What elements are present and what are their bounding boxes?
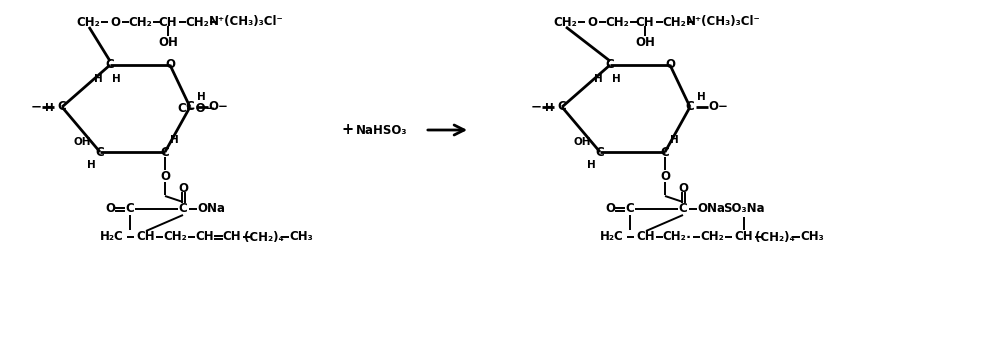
Text: CH: CH bbox=[735, 231, 753, 244]
Text: NaHSO₃: NaHSO₃ bbox=[356, 123, 408, 136]
Text: O−: O− bbox=[708, 101, 728, 114]
Text: C: C bbox=[596, 146, 604, 159]
Text: H: H bbox=[545, 103, 553, 113]
Text: CH₂: CH₂ bbox=[76, 16, 100, 29]
Text: N⁺(CH₃)₃Cl⁻: N⁺(CH₃)₃Cl⁻ bbox=[209, 16, 283, 29]
Text: C−O−: C−O− bbox=[178, 102, 216, 114]
Text: CH₃: CH₃ bbox=[289, 231, 313, 244]
Text: C: C bbox=[626, 203, 634, 216]
Text: H: H bbox=[87, 160, 95, 170]
Text: SO₃Na: SO₃Na bbox=[723, 203, 765, 216]
Text: O: O bbox=[665, 58, 675, 72]
Text: CH: CH bbox=[137, 231, 155, 244]
Text: CH: CH bbox=[637, 231, 655, 244]
Text: H: H bbox=[587, 160, 595, 170]
Text: CH₃: CH₃ bbox=[800, 231, 824, 244]
Text: C: C bbox=[179, 203, 187, 216]
Text: O: O bbox=[165, 58, 175, 72]
Text: CH₂: CH₂ bbox=[662, 16, 686, 29]
Text: H₂C: H₂C bbox=[600, 231, 624, 244]
Text: N⁺(CH₃)₃Cl⁻: N⁺(CH₃)₃Cl⁻ bbox=[686, 16, 760, 29]
Text: ONa: ONa bbox=[697, 203, 725, 216]
Text: C: C bbox=[606, 58, 614, 72]
Text: H: H bbox=[197, 92, 205, 102]
Text: H: H bbox=[112, 74, 120, 84]
Text: C: C bbox=[106, 58, 114, 72]
Text: C: C bbox=[661, 146, 669, 159]
Text: O: O bbox=[160, 171, 170, 184]
Text: O: O bbox=[587, 16, 597, 29]
Text: OH: OH bbox=[158, 36, 178, 49]
Text: CH: CH bbox=[636, 16, 654, 29]
Text: H: H bbox=[594, 74, 602, 84]
Text: CH₂: CH₂ bbox=[700, 231, 724, 244]
Text: H: H bbox=[612, 74, 620, 84]
Text: O: O bbox=[678, 183, 688, 196]
Text: (CH₂)₄: (CH₂)₄ bbox=[755, 231, 795, 244]
Text: CH: CH bbox=[223, 231, 241, 244]
Text: −: − bbox=[530, 101, 542, 114]
Text: C: C bbox=[679, 203, 687, 216]
Text: C: C bbox=[186, 101, 194, 114]
Text: CH₂: CH₂ bbox=[662, 231, 686, 244]
Text: H: H bbox=[170, 135, 178, 145]
Text: C: C bbox=[558, 101, 566, 114]
Text: C: C bbox=[126, 203, 134, 216]
Text: OH: OH bbox=[573, 137, 591, 147]
Text: ONa: ONa bbox=[197, 203, 225, 216]
Text: CH₂: CH₂ bbox=[553, 16, 577, 29]
Text: H: H bbox=[670, 135, 678, 145]
Text: (CH₂)₄: (CH₂)₄ bbox=[244, 231, 284, 244]
Text: ·: · bbox=[685, 231, 691, 244]
Text: C: C bbox=[58, 101, 66, 114]
Text: O: O bbox=[110, 16, 120, 29]
Text: H: H bbox=[94, 74, 102, 84]
Text: OH: OH bbox=[73, 137, 91, 147]
Text: CH₂: CH₂ bbox=[185, 16, 209, 29]
Text: O−: O− bbox=[208, 101, 228, 114]
Text: CH₂: CH₂ bbox=[128, 16, 152, 29]
Text: O: O bbox=[178, 183, 188, 196]
Text: O: O bbox=[105, 203, 115, 216]
Text: O: O bbox=[605, 203, 615, 216]
Text: H: H bbox=[697, 92, 705, 102]
Text: CH₂: CH₂ bbox=[605, 16, 629, 29]
Text: C: C bbox=[96, 146, 104, 159]
Text: C: C bbox=[686, 101, 694, 114]
Text: −: − bbox=[30, 101, 42, 114]
Text: OH: OH bbox=[635, 36, 655, 49]
Text: CH: CH bbox=[159, 16, 177, 29]
Text: CH₂: CH₂ bbox=[163, 231, 187, 244]
Text: CH: CH bbox=[196, 231, 214, 244]
Text: O: O bbox=[660, 171, 670, 184]
Text: +: + bbox=[342, 122, 354, 138]
Text: H₂C: H₂C bbox=[100, 231, 124, 244]
Text: C: C bbox=[161, 146, 169, 159]
Text: H: H bbox=[45, 103, 53, 113]
